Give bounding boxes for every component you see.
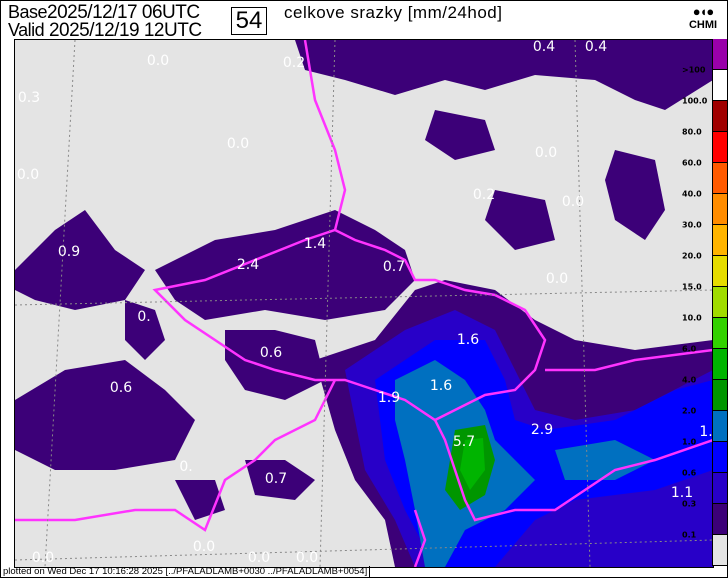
value-label: 0.0 bbox=[192, 539, 216, 555]
value-label: 0.4 bbox=[584, 39, 608, 55]
value-label: 0.0 bbox=[226, 136, 250, 152]
value-label: 0.6 bbox=[259, 345, 283, 361]
value-label: 0.3 bbox=[17, 90, 41, 106]
legend-swatch bbox=[713, 70, 727, 101]
legend-swatch bbox=[713, 380, 727, 411]
legend-swatch bbox=[713, 535, 727, 566]
legend-label: 10.0 bbox=[682, 313, 702, 323]
value-label: 0.0 bbox=[295, 550, 319, 566]
value-label: 2.4 bbox=[236, 257, 260, 273]
legend-swatch bbox=[713, 101, 727, 132]
legend-label: 15.0 bbox=[682, 282, 702, 292]
value-label: 1. bbox=[699, 424, 713, 440]
legend-swatch bbox=[713, 504, 727, 535]
value-label: 1.4 bbox=[303, 236, 327, 252]
value-label: 0.0 bbox=[545, 271, 569, 287]
forecast-step-box: 54 bbox=[231, 7, 267, 35]
value-label: 0.7 bbox=[264, 471, 288, 487]
plot-footer: plotted on Wed Dec 17 10:16:28 2025 [../… bbox=[3, 566, 371, 577]
value-label: 0.0 bbox=[16, 167, 40, 183]
chmi-logo: ●◖● CHMI bbox=[683, 4, 723, 31]
value-label: 5.7 bbox=[452, 434, 476, 450]
value-label: 0.4 bbox=[532, 39, 556, 55]
legend-swatch bbox=[713, 132, 727, 163]
legend-swatch bbox=[713, 39, 727, 70]
value-label: 0.9 bbox=[57, 244, 81, 260]
legend-label: 20.0 bbox=[682, 251, 702, 261]
base-label: Base bbox=[8, 2, 48, 22]
value-label: 0. bbox=[137, 309, 151, 325]
map-title: celkove srazky [mm/24hod] bbox=[284, 3, 503, 22]
valid-time: Valid 2025/12/19 12UTC bbox=[8, 20, 202, 41]
legend-label: 4.0 bbox=[682, 375, 697, 385]
value-label: 0.0 bbox=[247, 550, 271, 566]
value-label: 1.6 bbox=[429, 378, 453, 394]
legend-label: 100.0 bbox=[682, 96, 708, 106]
color-scale-legend bbox=[712, 39, 727, 566]
legend-label: 0.1 bbox=[682, 530, 697, 540]
value-label: 0.2 bbox=[282, 55, 306, 71]
precip-4-0-layer bbox=[460, 438, 485, 490]
precipitation-field bbox=[15, 40, 713, 567]
value-label: 0.7 bbox=[382, 259, 406, 275]
value-label: 2.9 bbox=[530, 422, 554, 438]
value-label: 1.9 bbox=[377, 390, 401, 406]
legend-swatch bbox=[713, 256, 727, 287]
value-label: 0.6 bbox=[109, 380, 133, 396]
legend-label: 60.0 bbox=[682, 158, 702, 168]
legend-swatch bbox=[713, 318, 727, 349]
value-label: 0.0 bbox=[561, 194, 585, 210]
legend-swatch bbox=[713, 473, 727, 504]
base-time: Base2025/12/17 06UTC bbox=[8, 2, 200, 23]
base-value: 2025/12/17 06UTC bbox=[47, 2, 200, 23]
legend-swatch bbox=[713, 411, 727, 442]
country-borders bbox=[15, 40, 713, 567]
legend-label: 30.0 bbox=[682, 220, 702, 230]
legend-swatch bbox=[713, 442, 727, 473]
valid-value: 2025/12/19 12UTC bbox=[48, 20, 202, 41]
legend-label: 1.0 bbox=[682, 437, 697, 447]
valid-label: Valid bbox=[8, 20, 45, 40]
legend-label: >100 bbox=[682, 65, 706, 75]
value-label: 0.0 bbox=[31, 550, 55, 566]
legend-swatch bbox=[713, 194, 727, 225]
legend-swatch bbox=[713, 287, 727, 318]
value-label: 0.0 bbox=[146, 53, 170, 69]
value-label: 0.0 bbox=[534, 145, 558, 161]
legend-swatch bbox=[713, 163, 727, 194]
value-label: 1.6 bbox=[456, 332, 480, 348]
value-label: 0. bbox=[179, 459, 193, 475]
legend-label: 40.0 bbox=[682, 189, 702, 199]
legend-label: 80.0 bbox=[682, 127, 702, 137]
value-label: 1.1 bbox=[670, 485, 694, 501]
legend-swatch bbox=[713, 349, 727, 380]
legend-label: 0.3 bbox=[682, 499, 697, 509]
logo-text: CHMI bbox=[688, 19, 718, 31]
map-area: 0.4 0.4 0.0 0.2 0.3 0.0 0.0 0.0 0.2 0.0 0.9 1.4 2.4 0… bbox=[14, 39, 714, 568]
legend-swatch bbox=[713, 225, 727, 256]
graticule bbox=[15, 40, 713, 567]
legend-label: 2.0 bbox=[682, 406, 697, 416]
legend-label: 6.0 bbox=[682, 344, 697, 354]
legend-label: 0.6 bbox=[682, 468, 697, 478]
value-label: 0.2 bbox=[472, 187, 496, 203]
logo-mark-icon: ●◖● bbox=[692, 4, 715, 19]
